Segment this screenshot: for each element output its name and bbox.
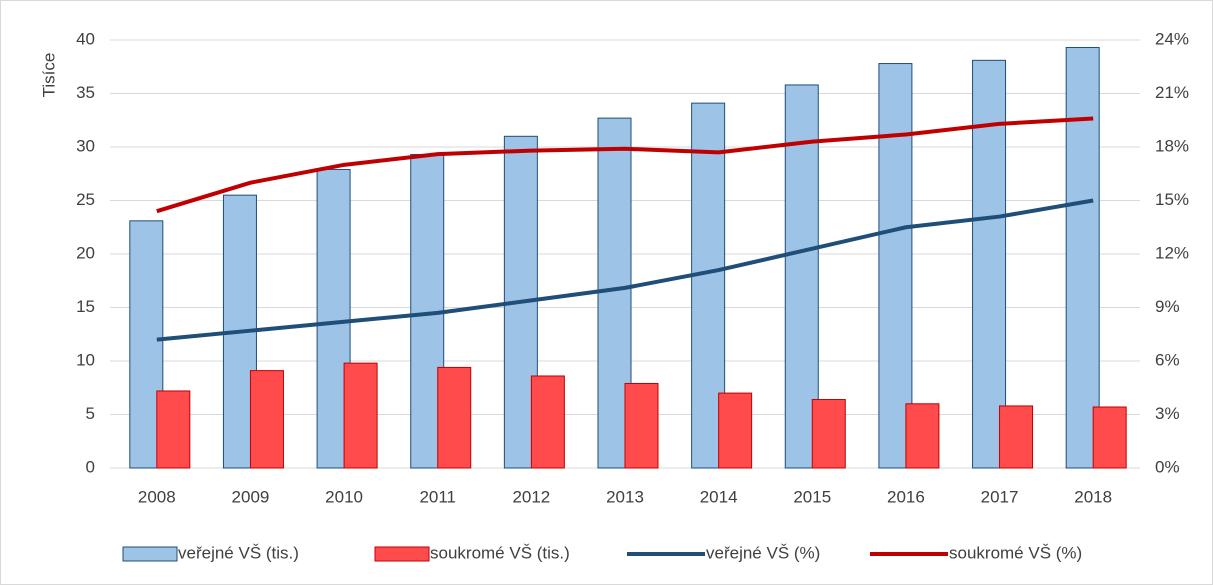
x-tick-label: 2010 bbox=[325, 487, 363, 506]
legend-label: soukromé VŠ (%) bbox=[949, 543, 1082, 562]
y-tick-label: 10 bbox=[76, 350, 95, 369]
y-tick-label: 15 bbox=[76, 297, 95, 316]
bar bbox=[156, 390, 191, 469]
x-tick-label: 2013 bbox=[606, 487, 644, 506]
y2-tick-label: 21% bbox=[1155, 83, 1189, 102]
line bbox=[156, 198, 1094, 342]
x-tick-label: 2014 bbox=[700, 487, 738, 506]
x-tick-label: 2008 bbox=[138, 487, 176, 506]
legend-swatch bbox=[122, 546, 178, 562]
y-tick-label: 30 bbox=[76, 136, 95, 155]
legend-label: soukromé VŠ (tis.) bbox=[430, 543, 570, 562]
bar bbox=[530, 375, 565, 469]
y2-tick-label: 9% bbox=[1155, 297, 1180, 316]
y2-tick-label: 15% bbox=[1155, 190, 1189, 209]
bar bbox=[905, 403, 940, 469]
line bbox=[156, 116, 1094, 214]
y-tick-label: 5 bbox=[86, 404, 95, 423]
bar bbox=[718, 392, 753, 469]
bar bbox=[343, 362, 378, 469]
y-axis-label: Tisíce bbox=[39, 53, 58, 98]
y-tick-label: 20 bbox=[76, 243, 95, 262]
legend-label: veřejné VŠ (tis.) bbox=[178, 543, 299, 562]
bar bbox=[1065, 46, 1100, 469]
bar bbox=[437, 366, 472, 469]
x-tick-label: 2011 bbox=[419, 487, 456, 506]
bar bbox=[811, 399, 846, 469]
legend-label: veřejné VŠ (%) bbox=[706, 543, 820, 562]
y-tick-label: 25 bbox=[76, 190, 95, 209]
x-tick-label: 2018 bbox=[1074, 487, 1112, 506]
bar bbox=[878, 63, 913, 469]
y2-tick-label: 24% bbox=[1155, 29, 1189, 48]
legend-swatch bbox=[374, 546, 430, 562]
y2-tick-label: 18% bbox=[1155, 136, 1189, 155]
y-tick-label: 35 bbox=[76, 83, 95, 102]
bar bbox=[624, 382, 659, 469]
x-tick-label: 2016 bbox=[887, 487, 925, 506]
y2-tick-label: 0% bbox=[1155, 457, 1180, 476]
bar bbox=[999, 405, 1034, 469]
y-tick-label: 40 bbox=[76, 29, 95, 48]
bar bbox=[1092, 406, 1127, 469]
x-tick-label: 2009 bbox=[232, 487, 270, 506]
y2-tick-label: 12% bbox=[1155, 243, 1189, 262]
x-tick-label: 2012 bbox=[512, 487, 550, 506]
x-tick-label: 2017 bbox=[981, 487, 1019, 506]
bar bbox=[249, 370, 284, 469]
y-tick-label: 0 bbox=[86, 457, 95, 476]
x-tick-label: 2015 bbox=[793, 487, 831, 506]
y2-tick-label: 6% bbox=[1155, 350, 1180, 369]
y2-tick-label: 3% bbox=[1155, 404, 1180, 423]
